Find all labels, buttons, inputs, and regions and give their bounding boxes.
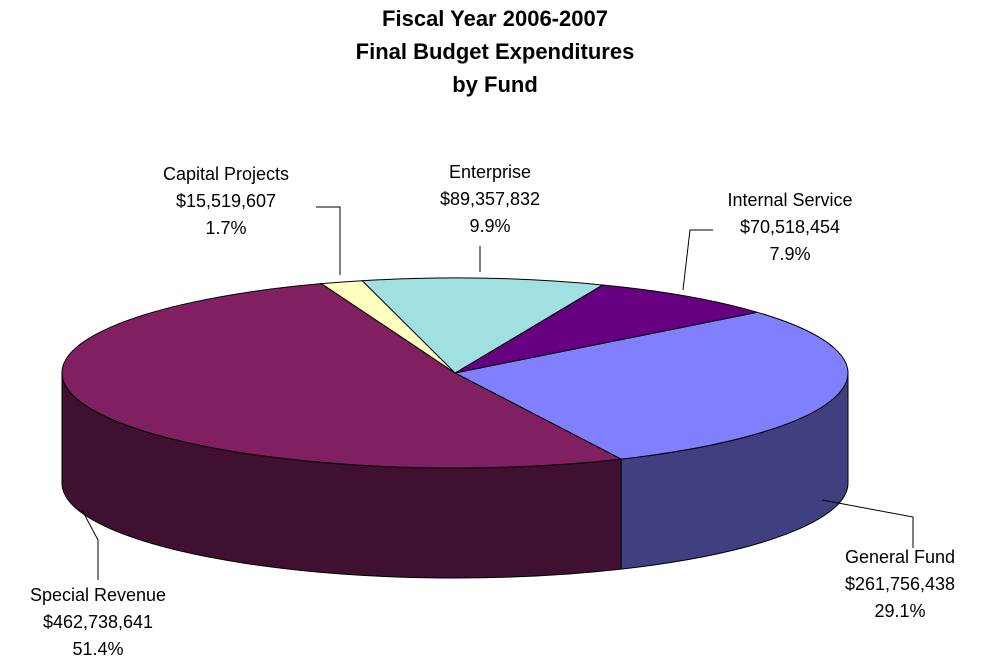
percent-label: 9.9%	[469, 216, 510, 236]
slice-label: Special Revenue	[30, 585, 166, 605]
slice-label: General Fund	[845, 547, 955, 567]
slice-label: Enterprise	[449, 162, 531, 182]
percent-label: 7.9%	[769, 244, 810, 264]
slice-label: Capital Projects	[163, 164, 289, 184]
percent-label: 29.1%	[874, 601, 925, 621]
leader-line	[81, 509, 99, 580]
value-label: $462,738,641	[43, 612, 153, 632]
chart-title: Final Budget Expenditures	[356, 39, 635, 64]
chart-title: Fiscal Year 2006-2007	[382, 6, 608, 31]
value-label: $15,519,607	[176, 191, 276, 211]
percent-label: 1.7%	[205, 218, 246, 238]
value-label: $89,357,832	[440, 189, 540, 209]
pie-tops	[61, 277, 849, 469]
leader-line	[316, 206, 341, 275]
chart-title: by Fund	[452, 72, 538, 97]
slice	[453, 311, 849, 460]
value-label: $70,518,454	[740, 217, 840, 237]
percent-label: 51.4%	[72, 639, 123, 659]
value-label: $261,756,438	[845, 574, 955, 594]
leader-line	[821, 499, 914, 548]
leader-line	[682, 229, 713, 291]
leader-lines	[81, 206, 914, 580]
slice	[360, 277, 605, 374]
slice-label: Internal Service	[727, 190, 852, 210]
slice	[454, 284, 758, 374]
slice	[61, 283, 623, 469]
